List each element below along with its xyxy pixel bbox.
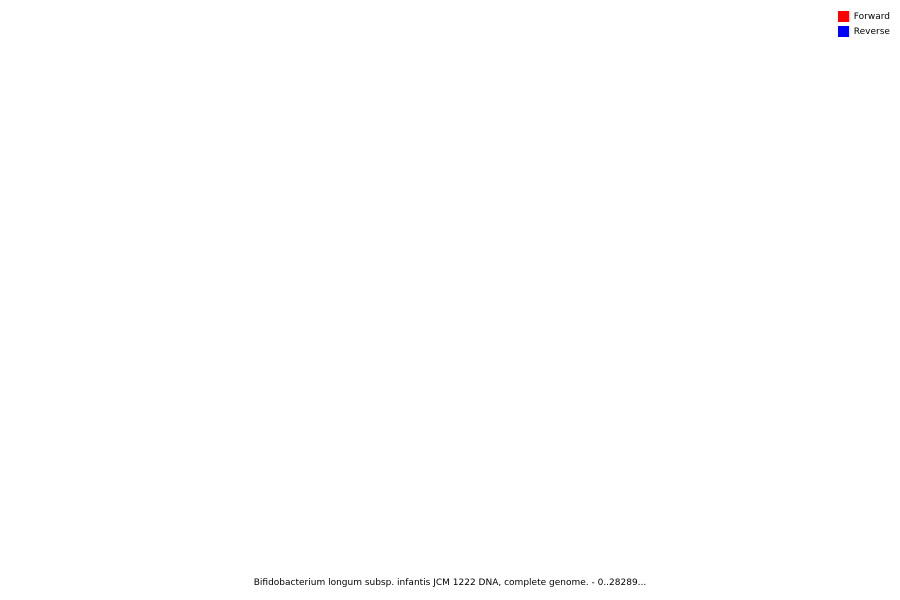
legend: Forward Reverse [837,9,890,39]
forward-swatch [837,11,849,22]
genome-caption: Bifidobacterium longum subsp. infantis J… [253,578,647,588]
legend-reverse-label: Reverse [853,26,890,37]
legend-forward: Forward [837,9,890,24]
legend-reverse: Reverse [837,24,890,39]
reverse-swatch [837,26,849,37]
legend-forward-label: Forward [853,11,890,22]
